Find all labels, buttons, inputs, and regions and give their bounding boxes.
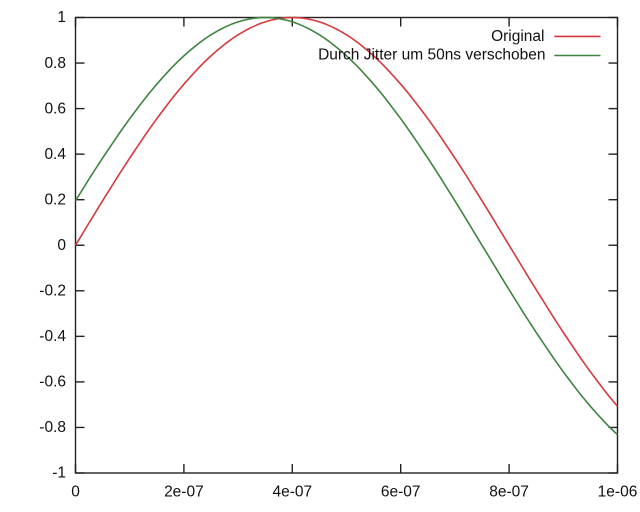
svg-text:-0.2: -0.2 (39, 283, 66, 300)
svg-text:0.2: 0.2 (44, 191, 66, 208)
svg-text:0.6: 0.6 (44, 100, 66, 117)
svg-text:-0.6: -0.6 (39, 374, 66, 391)
svg-text:8e-07: 8e-07 (489, 484, 529, 501)
svg-text:6e-07: 6e-07 (381, 484, 421, 501)
svg-text:1: 1 (57, 9, 66, 26)
svg-text:0: 0 (71, 484, 80, 501)
svg-text:Durch Jitter um 50ns verschobe: Durch Jitter um 50ns verschoben (318, 47, 545, 64)
svg-text:Original: Original (491, 28, 544, 45)
svg-text:0.8: 0.8 (44, 55, 66, 72)
svg-text:0.4: 0.4 (44, 146, 66, 163)
svg-text:1e-06: 1e-06 (598, 484, 638, 501)
svg-text:4e-07: 4e-07 (272, 484, 312, 501)
svg-text:-0.4: -0.4 (39, 328, 66, 345)
svg-text:-1: -1 (52, 465, 66, 482)
svg-text:-0.8: -0.8 (39, 419, 66, 436)
svg-text:0: 0 (57, 237, 66, 254)
svg-text:2e-07: 2e-07 (164, 484, 204, 501)
